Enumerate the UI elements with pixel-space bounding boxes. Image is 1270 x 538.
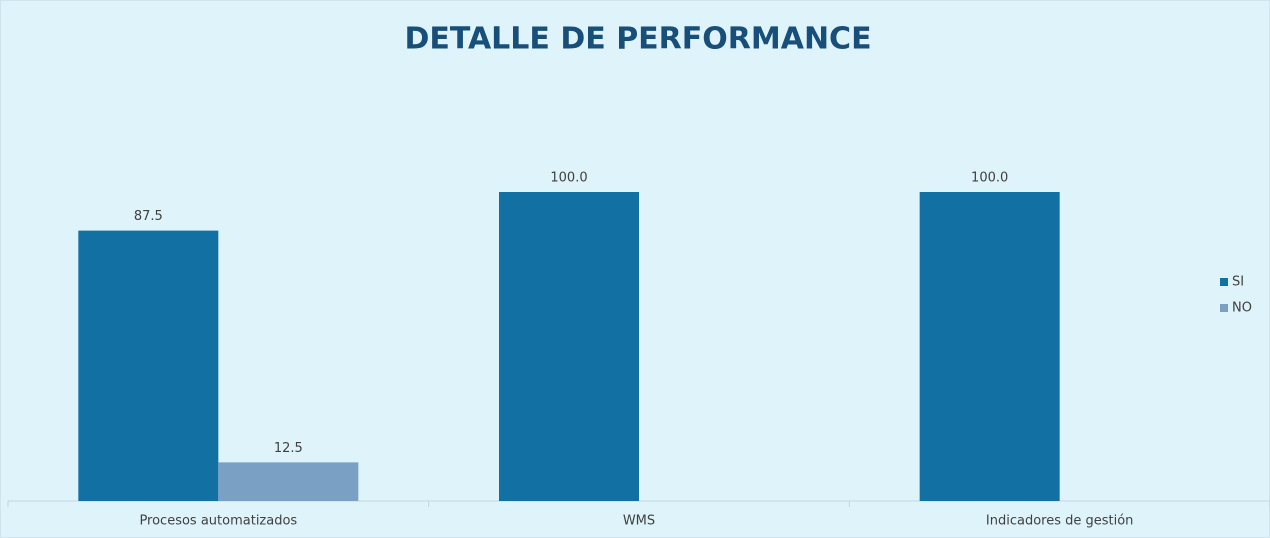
- data-label: 12.5: [274, 441, 303, 456]
- chart-title: DETALLE DE PERFORMANCE: [404, 22, 871, 57]
- x-tick-label: Indicadores de gestión: [986, 514, 1134, 529]
- x-tick-label: Procesos automatizados: [139, 514, 297, 529]
- legend-label: SI: [1232, 275, 1244, 290]
- legend-swatch: [1220, 304, 1228, 312]
- x-tick-label: WMS: [623, 514, 655, 529]
- bar: [218, 462, 359, 501]
- bar: [78, 230, 219, 501]
- bar: [919, 192, 1060, 501]
- data-label: 87.5: [134, 209, 163, 224]
- legend-swatch: [1220, 278, 1228, 286]
- bar: [499, 192, 639, 501]
- legend-label: NO: [1232, 301, 1252, 316]
- data-label: 100.0: [550, 171, 587, 186]
- data-label: 100.0: [971, 171, 1008, 186]
